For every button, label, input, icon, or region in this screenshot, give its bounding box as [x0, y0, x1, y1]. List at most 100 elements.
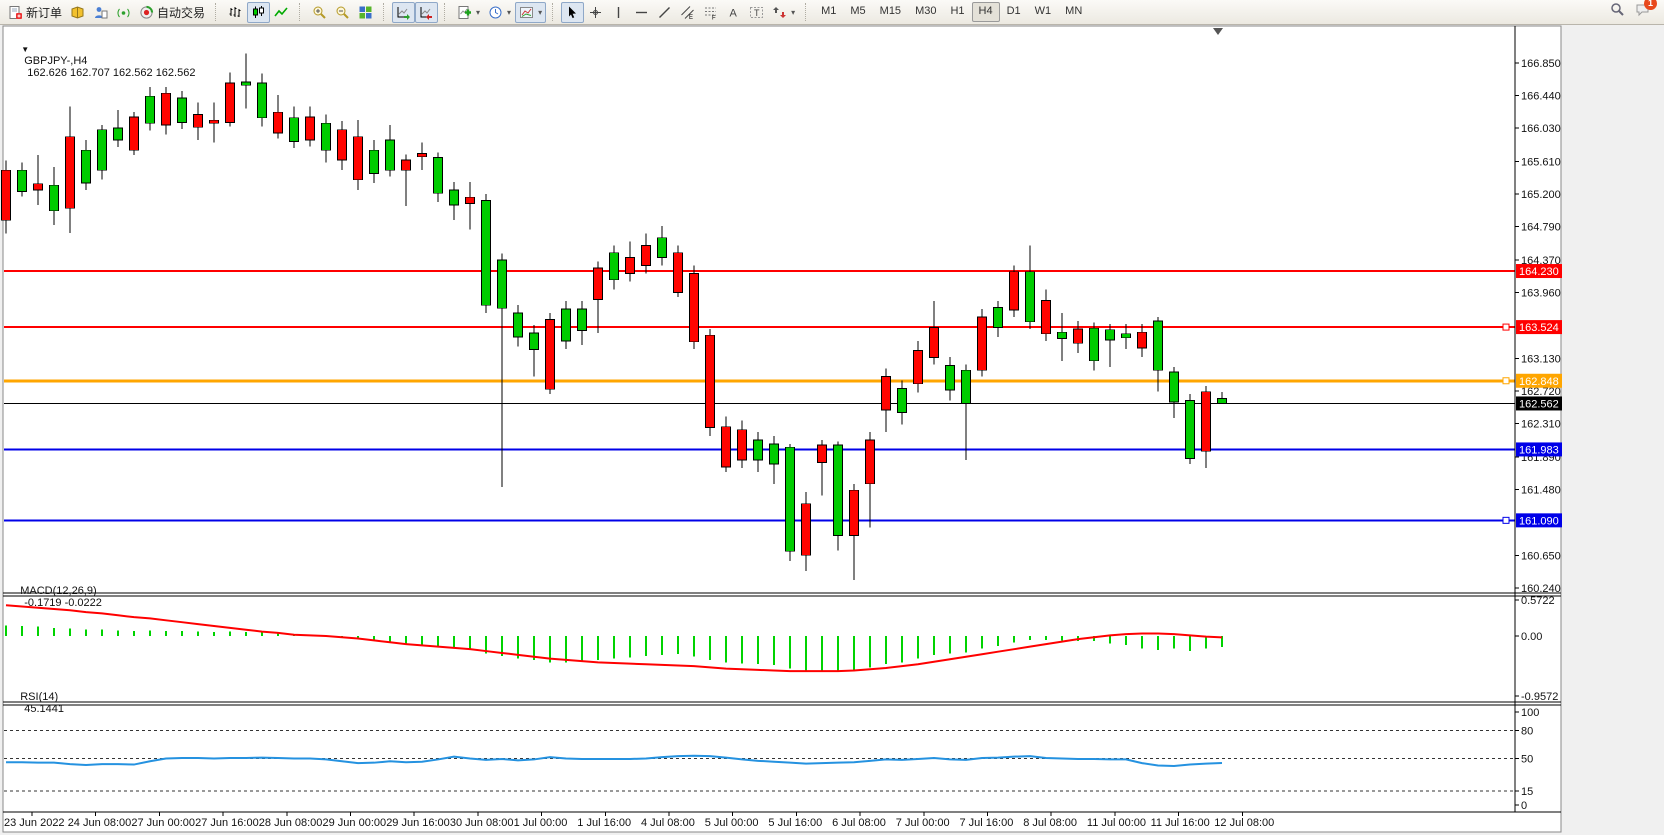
drawing-group: E F A T ▾ [561, 0, 799, 25]
bar-chart-button[interactable] [224, 2, 247, 23]
axis-tick-label: 164.370 [1521, 255, 1561, 267]
axis-tick-label: 0 [1521, 800, 1527, 812]
autotrade-button[interactable]: 自动交易 [135, 2, 209, 23]
crosshair-button[interactable] [584, 2, 607, 23]
timeframe-m15-button[interactable]: M15 [879, 5, 902, 17]
chevron-down-icon[interactable]: ▾ [476, 7, 481, 17]
trendline-button[interactable] [653, 2, 676, 23]
line-icon [274, 5, 289, 20]
timeframe-mn-button[interactable]: MN [1065, 5, 1083, 17]
timeframe-h4-button[interactable]: H4 [971, 2, 1000, 22]
signal-button[interactable] [112, 2, 135, 23]
line-handle-161.090[interactable] [1502, 516, 1510, 524]
chart-area[interactable]: 166.850 166.440 166.030 165.610 165.200 164.7… [0, 25, 1664, 835]
svg-text:T: T [754, 8, 760, 18]
macd-signal-line [5, 604, 1223, 673]
time-tick-label: 12 Jul 08:00 [1214, 817, 1274, 829]
rsi-line [6, 754, 1223, 767]
vline-icon [611, 5, 626, 20]
axis-tick-label: 162.310 [1521, 418, 1561, 430]
period-button[interactable]: ▾ [484, 2, 515, 23]
timeframe-h1-button[interactable]: H1 [950, 5, 965, 17]
timeframe-m1-button[interactable]: M1 [821, 5, 837, 17]
svg-text:E: E [689, 15, 693, 20]
time-tick-label: 30 Jun 08:00 [450, 817, 514, 829]
zoom-out-button[interactable] [331, 2, 354, 23]
time-tick-label: 1 Jul 00:00 [514, 817, 568, 829]
arrows-icon [772, 5, 787, 20]
market-book-button[interactable] [66, 2, 89, 23]
new-chart-icon [457, 5, 472, 20]
candles-icon [251, 5, 266, 20]
price-label-box-164.230 [1516, 264, 1562, 279]
time-tick-label: 23 Jun 2022 [4, 817, 65, 829]
chart-shift-marker-icon[interactable] [1213, 28, 1223, 35]
text-button[interactable]: A [722, 2, 745, 23]
chart-shift-button[interactable] [415, 1, 439, 23]
zoom-in-icon [312, 5, 327, 20]
fibonacci-button[interactable]: F [699, 2, 722, 23]
cursor-icon [565, 5, 580, 20]
time-tick-label: 28 Jun 08:00 [259, 817, 323, 829]
chart-type-group [224, 0, 293, 25]
line-chart-button[interactable] [270, 2, 293, 23]
candlestick-button[interactable] [247, 1, 271, 23]
toolbar-separator [805, 3, 810, 21]
bars-icon [228, 5, 243, 20]
chevron-down-icon[interactable]: ▾ [538, 7, 543, 17]
line-handle-163.524[interactable] [1502, 323, 1510, 331]
time-tick-label: 5 Jul 00:00 [705, 817, 759, 829]
price-label-164.230: 164.230 [1519, 266, 1559, 278]
price-label-162.562: 162.562 [1519, 398, 1559, 410]
toolbar-separator [299, 3, 304, 21]
chevron-down-icon[interactable]: ▾ [507, 7, 512, 17]
fibo-icon: F [703, 5, 718, 20]
profile-button[interactable] [89, 2, 112, 23]
axis-tick-label: 163.130 [1521, 353, 1561, 365]
time-tick-label: 4 Jul 08:00 [641, 817, 695, 829]
new-order-button[interactable]: 新订单 [4, 2, 66, 23]
ohlc-values: 162.626 162.707 162.562 162.562 [27, 67, 196, 79]
vertical-line-button[interactable] [607, 2, 630, 23]
clock-icon [488, 5, 503, 20]
time-tick-label: 27 Jun 16:00 [195, 817, 259, 829]
autotrade-button-label: 自动交易 [157, 5, 206, 20]
time-tick-label: 29 Jun 16:00 [386, 817, 450, 829]
channel-button[interactable]: E [676, 2, 699, 23]
search-icon[interactable] [1610, 2, 1625, 22]
notifications-chat-icon[interactable]: 1 [1635, 0, 1657, 22]
time-axis[interactable]: 23 Jun 2022 24 Jun 08:00 27 Jun 00:00 27 Ju… [4, 812, 1274, 829]
toolbar-separator [552, 3, 557, 21]
zoom-in-button[interactable] [308, 2, 331, 23]
chevron-down-icon[interactable]: ▾ [791, 7, 796, 17]
timeframe-d1-button[interactable]: D1 [1006, 5, 1021, 17]
template-button[interactable]: ▾ [515, 1, 547, 23]
price-label-box-161.090 [1516, 513, 1562, 528]
auto-scroll-button[interactable] [392, 1, 416, 23]
price-label-box-163.524 [1516, 320, 1562, 335]
label-button[interactable]: T [745, 2, 768, 23]
toolbar-separator [383, 3, 388, 21]
symbol-period-label: GBPJPY-,H4 [24, 55, 88, 67]
time-tick-label: 24 Jun 08:00 [68, 817, 132, 829]
time-tick-label: 1 Jul 16:00 [577, 817, 631, 829]
horizontal-line-button[interactable] [630, 2, 653, 23]
timeframe-w1-button[interactable]: W1 [1034, 5, 1052, 17]
timeframe-m30-button[interactable]: M30 [915, 5, 937, 17]
timeframe-m5-button[interactable]: M5 [850, 5, 866, 17]
rsi-indicator-label: RSI(14) 45.1441 [20, 691, 64, 715]
new-chart-button[interactable]: ▾ [453, 2, 484, 23]
line-handle-162.848[interactable] [1502, 377, 1510, 385]
rsi-panel [4, 730, 1515, 792]
shift-icon [419, 5, 434, 20]
price-label-163.524: 163.524 [1519, 322, 1559, 334]
hline-icon [634, 5, 649, 20]
cursor-button[interactable] [561, 1, 585, 23]
axis-tick-label: 166.440 [1521, 91, 1561, 103]
price-axis[interactable]: 166.850 166.440 166.030 165.610 165.200 164.7… [1514, 26, 1562, 812]
autoscroll-icon [396, 5, 411, 20]
tile-windows-button[interactable] [354, 2, 377, 23]
collapse-triangle-icon[interactable]: ▼ [21, 45, 30, 54]
axis-tick-label: 163.960 [1521, 287, 1561, 299]
arrows-button[interactable]: ▾ [768, 2, 799, 23]
